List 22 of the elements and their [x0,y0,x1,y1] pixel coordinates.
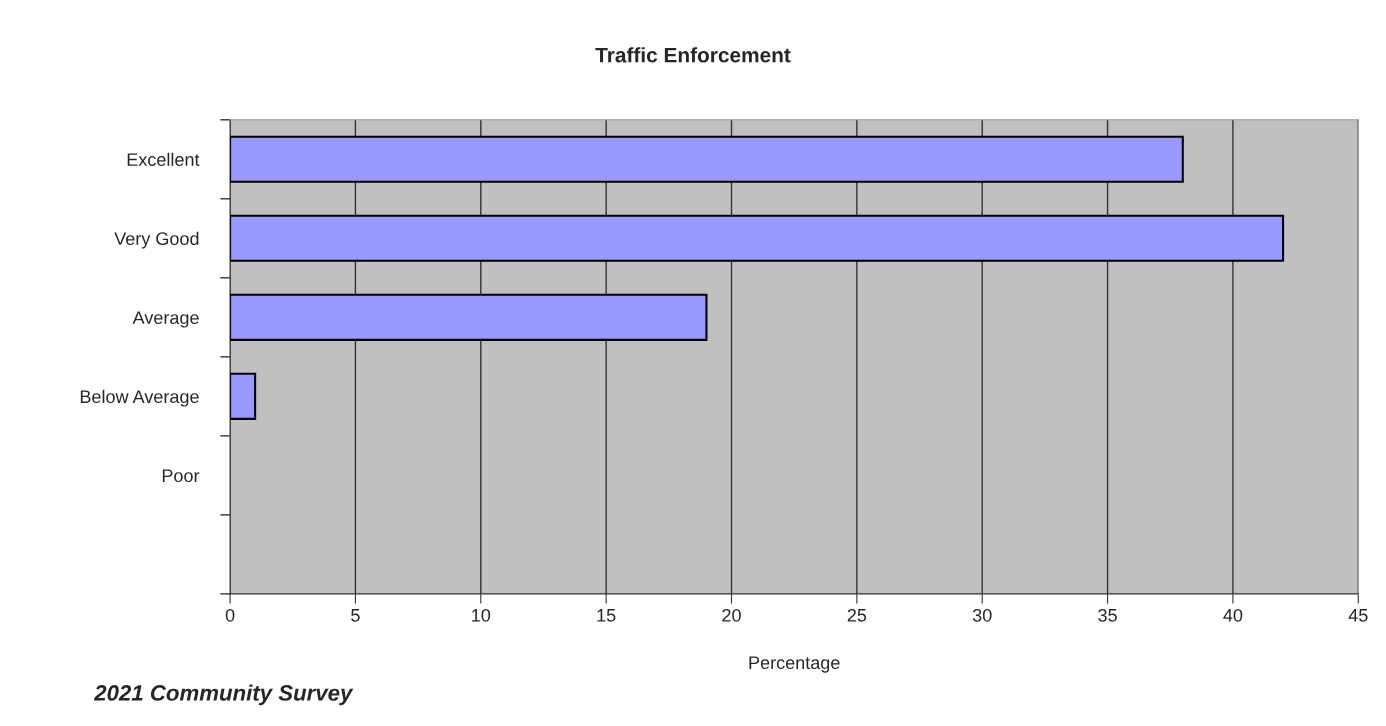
x-tick-label: 15 [597,609,616,622]
chart-title: Traffic Enforcement [595,47,791,63]
y-tick-label: Excellent [127,152,200,167]
bar [230,135,1184,183]
x-tick-label: 10 [472,608,491,622]
x-tick-label: 25 [847,608,867,622]
text: 2021 Community Survey [93,684,354,706]
bar [230,293,708,341]
x-tick-label: 40 [1223,608,1243,622]
y-tick-label: Poor [162,469,200,483]
x-tick-label: 0 [225,608,235,622]
x-tick-label: 20 [722,608,741,622]
x-tick-label: 45 [1348,609,1368,622]
x-tick-label: 5 [351,609,360,622]
x-tick-label: 30 [972,608,992,622]
x-axis-title: Percentage [749,656,840,673]
y-tick-label: Below Average [80,389,199,407]
y-tick-label: Very Good [114,231,199,249]
bar [230,372,257,420]
x-tick-label: 35 [1098,608,1117,622]
y-tick-label: Average [132,311,199,328]
bar [230,214,1285,262]
